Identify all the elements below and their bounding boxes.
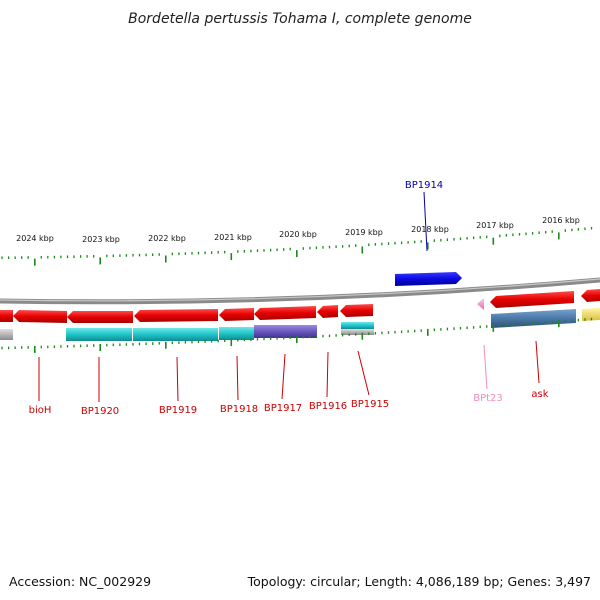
feature-bp1915[interactable]	[340, 304, 373, 317]
cog-block[interactable]	[66, 328, 132, 341]
kbp-label: 2017 kbp	[476, 221, 514, 230]
genome-summary-label: Topology: circular; Length: 4,086,189 bp…	[247, 574, 591, 589]
feature-bp1917[interactable]	[254, 306, 316, 320]
cog-block[interactable]	[0, 329, 13, 340]
backbone-ring	[0, 277, 600, 305]
gene-label-bp1920: BP1920	[81, 406, 119, 417]
feature-bp1914[interactable]	[395, 272, 462, 286]
inner-tick-ring	[1, 317, 593, 353]
kbp-label: 2024 kbp	[16, 234, 54, 243]
backbone-highlight	[0, 278, 600, 302]
feature-bp1919[interactable]	[134, 309, 218, 322]
kbp-label: 2019 kbp	[345, 228, 383, 237]
gene-label-bpt23: BPt23	[473, 393, 503, 404]
kbp-label: 2021 kbp	[214, 233, 252, 242]
gene-label-bp1917: BP1917	[264, 403, 302, 414]
feature-bpt23[interactable]	[477, 298, 484, 310]
gene-label-ask: ask	[531, 389, 548, 400]
cog-block[interactable]	[582, 308, 600, 321]
gene-label-bioh: bioH	[29, 405, 52, 416]
gene-label-bp1916: BP1916	[309, 401, 347, 412]
feature-bp1918[interactable]	[219, 308, 254, 321]
leader-line	[423, 191, 428, 252]
cog-track	[0, 308, 600, 341]
cog-block[interactable]	[341, 329, 374, 335]
gene-labels: bioH BP1920 BP1919 BP1918 BP1917 BP1916 …	[29, 389, 549, 417]
gene-leader-lines	[38, 340, 540, 402]
feature-bp1916[interactable]	[317, 305, 338, 318]
kbp-label: 2020 kbp	[279, 230, 317, 239]
cog-block[interactable]	[341, 322, 374, 329]
accession-label: Accession: NC_002929	[9, 574, 151, 589]
cog-block[interactable]	[219, 327, 254, 340]
gene-label-bp1919: BP1919	[159, 405, 197, 416]
cog-block[interactable]	[133, 328, 218, 341]
kbp-label: 2023 kbp	[82, 235, 120, 244]
cog-block[interactable]	[254, 325, 317, 338]
cog-block[interactable]	[491, 309, 576, 328]
kbp-label: 2016 kbp	[542, 216, 580, 225]
kbp-label: 2022 kbp	[148, 234, 186, 243]
feature-cds[interactable]	[581, 289, 600, 302]
map-title: Bordetella pertussis Tohama I, complete …	[128, 11, 472, 27]
kbp-label: 2018 kbp	[411, 225, 449, 234]
reverse-cds-track	[0, 289, 600, 323]
feature-cds[interactable]	[0, 310, 13, 322]
feature-ask[interactable]	[490, 291, 574, 308]
gene-label-bp1918: BP1918	[220, 404, 258, 415]
feature-bioh[interactable]	[13, 310, 67, 323]
kbp-scale-labels: 2024 kbp 2023 kbp 2022 kbp 2021 kbp 2020…	[16, 216, 580, 244]
outer-tick-ring	[1, 226, 593, 266]
gene-label-bp1914: BP1914	[405, 180, 443, 191]
feature-bp1920[interactable]	[67, 311, 133, 323]
gene-label-bp1915: BP1915	[351, 399, 389, 410]
